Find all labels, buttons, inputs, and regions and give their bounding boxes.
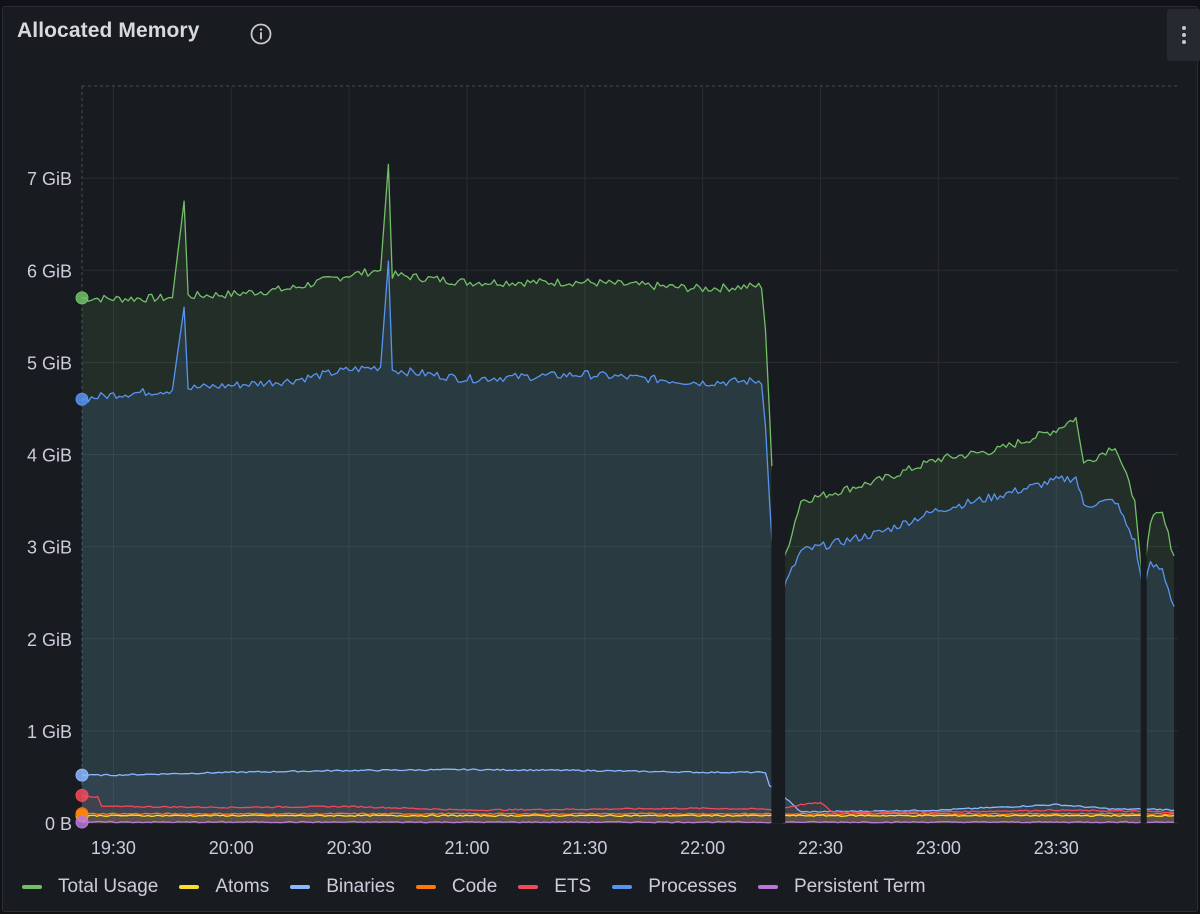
legend-item-total-usage[interactable]: Total Usage	[22, 876, 158, 898]
kebab-menu-icon[interactable]	[1167, 9, 1200, 61]
y-tick-label: 4 GiB	[27, 446, 72, 466]
legend-swatch	[612, 885, 633, 889]
legend-item-ets[interactable]: ETS	[518, 876, 591, 898]
panel-title: Allocated Memory	[17, 19, 200, 42]
series-line-persistent-term[interactable]	[82, 820, 1175, 824]
series-area-binaries	[82, 768, 1175, 823]
memory-area-chart: 0 B 1 GiB 2 GiB 3 GiB 4 GiB 5 GiB 6 GiB 7 GiB 19…	[27, 85, 1178, 858]
chart-legend: Total Usage Atoms Binaries Code ETS Processes…	[22, 876, 947, 898]
series-line-binaries[interactable]	[81, 768, 1175, 814]
legend-item-atoms[interactable]: Atoms	[179, 876, 269, 898]
x-tick-label: 23:00	[916, 838, 961, 858]
allocated-memory-panel: Allocated Memory	[2, 6, 1200, 912]
legend-label: Processes	[648, 876, 737, 897]
x-tick-label: 20:00	[209, 838, 254, 858]
x-tick-label: 22:00	[680, 838, 725, 858]
grid	[82, 86, 1178, 824]
x-tick-label: 21:30	[562, 838, 607, 858]
series-start-marker	[75, 768, 89, 782]
series-start-marker	[75, 291, 89, 305]
y-tick-label: 0 B	[45, 814, 72, 834]
x-tick-label: 20:30	[327, 838, 372, 858]
series-line-ets[interactable]	[81, 794, 1175, 814]
series-line-total-usage[interactable]	[81, 163, 1175, 586]
series-start-marker	[75, 788, 89, 802]
series-start-marker	[75, 392, 89, 406]
y-tick-label: 6 GiB	[27, 261, 72, 281]
y-tick-label: 2 GiB	[27, 630, 72, 650]
data-gap	[771, 466, 786, 823]
legend-item-persistent-term[interactable]: Persistent Term	[757, 876, 926, 898]
y-tick-label: 5 GiB	[27, 353, 72, 373]
info-circle-icon[interactable]	[249, 22, 273, 46]
legend-swatch	[179, 885, 200, 889]
legend-label: Binaries	[326, 876, 395, 897]
legend-swatch	[757, 885, 778, 889]
legend-item-processes[interactable]: Processes	[612, 876, 737, 898]
series-group	[81, 163, 1175, 824]
data-gap	[1140, 466, 1147, 823]
series-area-total-usage	[82, 164, 1175, 824]
x-tick-label: 22:30	[798, 838, 843, 858]
legend-label: Atoms	[215, 876, 270, 897]
series-line-processes[interactable]	[81, 260, 1175, 607]
legend-item-binaries[interactable]: Binaries	[290, 876, 395, 898]
series-line-atoms[interactable]	[81, 814, 1175, 817]
y-tick-label: 3 GiB	[27, 538, 72, 558]
series-line-code[interactable]	[81, 812, 1175, 816]
y-tick-label: 7 GiB	[27, 169, 72, 189]
y-tick-label: 1 GiB	[27, 722, 72, 742]
legend-swatch	[22, 885, 42, 889]
x-tick-label: 19:30	[91, 838, 136, 858]
legend-item-code[interactable]: Code	[415, 876, 498, 898]
series-area-processes	[82, 261, 1175, 823]
legend-label: Total Usage	[58, 876, 159, 897]
legend-label: Code	[451, 876, 498, 897]
legend-swatch	[415, 885, 436, 889]
legend-label: Persistent Term	[793, 876, 926, 897]
x-tick-label: 21:00	[444, 838, 489, 858]
legend-swatch	[290, 885, 311, 889]
series-start-marker	[75, 815, 89, 829]
x-tick-label: 23:30	[1034, 838, 1079, 858]
legend-swatch	[518, 885, 539, 889]
legend-label: ETS	[554, 876, 592, 897]
